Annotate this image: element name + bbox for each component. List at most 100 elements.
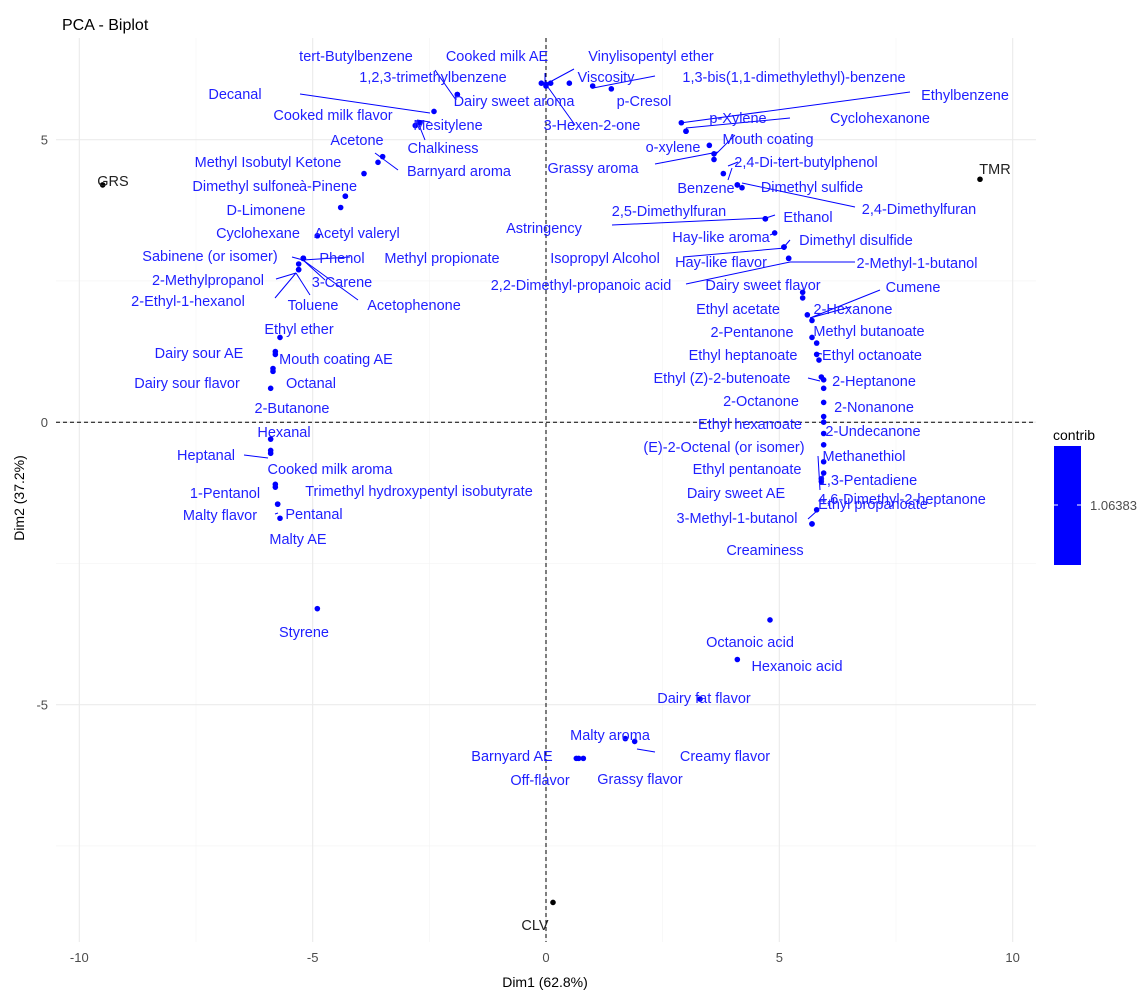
- leader-line-2-methylpropanol: [275, 272, 297, 280]
- variable-point-hexanal: [267, 436, 274, 442]
- leader-line-grassy-aroma: [654, 151, 719, 165]
- variable-label-ethyl-pentanoate: Ethyl pentanoate: [693, 462, 802, 478]
- variable-point-ethyl-pentanoate: [820, 458, 827, 465]
- variable-label-ethyl-hexanoate: Ethyl hexanoate: [698, 417, 802, 433]
- data-points: [99, 80, 983, 906]
- variable-label-octanoic-acid: Octanoic acid: [706, 635, 794, 651]
- variable-point-cooked-milk-ae: [538, 80, 545, 86]
- variable-label-trimethyl-hydroxypentyl-isobutyrate: Trimethyl hydroxypentyl isobutyrate: [305, 484, 533, 500]
- variable-point-ethyl-octanoate: [816, 357, 822, 363]
- variable-label-p-cresol: p-Cresol: [617, 94, 672, 110]
- variable-point-2-4-di-tert-butylphenol: [720, 170, 727, 177]
- variable-point-octanal: [270, 368, 276, 375]
- variable-label-dairy-sour-ae: Dairy sour AE: [155, 346, 244, 362]
- variable-label-dairy-sweet-aroma: Dairy sweet aroma: [454, 94, 576, 110]
- x-tick-label: 0: [542, 950, 549, 965]
- variable-label-3-carene: 3-Carene: [312, 275, 372, 291]
- leader-line-benzene: [727, 167, 733, 181]
- y-axis-title: Dim2 (37.2%): [11, 455, 27, 541]
- variable-label-ethylbenzene: Ethylbenzene: [921, 88, 1009, 104]
- x-tick-label: 5: [776, 950, 783, 965]
- leader-line-2-ethyl-1-hexanol: [274, 272, 297, 299]
- variable-label-hay-like-flavor: Hay-like flavor: [675, 255, 767, 271]
- leader-line-ethyl-propanoate: [817, 455, 821, 491]
- individual-label-grs: GRS: [97, 174, 128, 190]
- individual-label-tmr: TMR: [979, 162, 1010, 178]
- variable-label-dimethyl-sulfide: Dimethyl sulfide: [761, 180, 863, 196]
- variable-label-styrene: Styrene: [279, 625, 329, 641]
- leader-line-2-2-dimethyl-propanoic-acid: [685, 261, 791, 285]
- individual-point-tmr: [977, 176, 983, 183]
- variable-label-malty-flavor: Malty flavor: [183, 508, 257, 524]
- variable-label-2-4-di-tert-butylphenol: 2,4-Di-tert-butylphenol: [734, 155, 877, 171]
- variable-point-viscosity: [566, 80, 573, 86]
- variable-label-hexanal: Hexanal: [257, 425, 310, 441]
- leader-line-toluene: [295, 272, 311, 296]
- variable-label-1-2-3-trimethylbenzene: 1,2,3-trimethylbenzene: [359, 70, 507, 86]
- legend: contrib 1.06383: [1053, 427, 1137, 565]
- variable-label-ethyl-ether: Ethyl ether: [264, 322, 333, 338]
- variable-label-2-nonanone: 2-Nonanone: [834, 400, 914, 416]
- variable-point-cyclohexanone: [683, 128, 689, 135]
- variable-point-3-hexen-2-one: [543, 83, 549, 89]
- variable-point-octanoic-acid: [767, 617, 773, 623]
- zero-reference-lines: [56, 38, 1036, 942]
- axes: -10 -5 0 5 10 -5 0 5: [36, 133, 1019, 965]
- variable-point-ethyl-acetate: [799, 295, 806, 301]
- variable-label-ethyl-octanoate: Ethyl octanoate: [822, 348, 922, 364]
- variable-point-3-methyl-1-butanol: [813, 506, 820, 513]
- variable-point-hay-like-flavor: [781, 244, 787, 250]
- variable-point-acetone: [379, 153, 386, 160]
- variable-point-grassy-flavor: [580, 755, 587, 762]
- variable-point-ethylbenzene: [678, 119, 685, 126]
- leader-line-isopropyl-alcohol: [682, 247, 786, 258]
- variable-label-barnyard-ae: Barnyard AE: [471, 749, 553, 765]
- y-tick-label: 5: [41, 133, 48, 148]
- variable-point-2-octanone: [820, 385, 827, 392]
- variable-label-cumene: Cumene: [886, 280, 941, 296]
- variable-label-viscosity: Viscosity: [578, 70, 636, 86]
- variable-label-astringency: Astringency: [506, 221, 583, 237]
- variable-point-2-undecanone: [820, 419, 827, 426]
- variable-label-2-5-dimethylfuran: 2,5-Dimethylfuran: [612, 204, 726, 220]
- x-axis-title: Dim1 (62.8%): [502, 974, 588, 990]
- variable-point-acetophenone: [300, 255, 307, 262]
- variable-point-cooked-milk-aroma: [267, 450, 274, 457]
- leader-line-ethylbenzene: [679, 91, 911, 124]
- variable-point-acetyl-valeryl: [314, 232, 321, 239]
- variable-label-sabinene-or-isomer: Sabinene (or isomer): [142, 249, 277, 265]
- variable-point-p-cresol: [608, 86, 615, 92]
- variable-point-hay-like-aroma: [771, 230, 778, 236]
- variable-label-ethyl-heptanoate: Ethyl heptanoate: [689, 348, 798, 364]
- variable-point-mouth-coating: [706, 142, 713, 149]
- variable-label-barnyard-aroma: Barnyard aroma: [407, 164, 512, 180]
- leader-line-barnyard-aroma: [374, 152, 399, 171]
- variable-label-toluene: Toluene: [288, 298, 339, 314]
- variable-label-dairy-sour-flavor: Dairy sour flavor: [134, 376, 240, 392]
- variable-point-creaminess: [809, 521, 815, 527]
- variable-label-malty-aroma: Malty aroma: [570, 728, 651, 744]
- leader-line-cumene: [809, 289, 881, 319]
- variable-point-astringency: [762, 216, 769, 222]
- variable-label-3-hexen-2-one: 3-Hexen-2-one: [544, 118, 641, 134]
- variable-point-chalkiness: [412, 122, 419, 129]
- variable-label-d-limonene: D-Limonene: [227, 203, 306, 219]
- variable-point-trimethyl-hydroxypentyl-isobutyrate: [272, 481, 279, 488]
- variable-label-chalkiness: Chalkiness: [408, 141, 479, 157]
- variable-point-1-3-pentadiene: [820, 470, 827, 476]
- variable-point-1-3-bis-1-1-dimethylethyl-benzene: [589, 83, 596, 89]
- variable-label-2-undecanone: 2-Undecanone: [825, 424, 920, 440]
- variable-label-cooked-milk-aroma: Cooked milk aroma: [268, 462, 394, 478]
- variable-label-acetyl-valeryl: Acetyl valeryl: [314, 226, 399, 242]
- leader-line-2-4-dimethylfuran: [741, 182, 856, 208]
- variable-label-dairy-sweet-ae: Dairy sweet AE: [687, 486, 786, 502]
- variable-label-ethyl-z-2-butenoate: Ethyl (Z)-2-butenoate: [653, 371, 790, 387]
- variable-label-mouth-coating-ae: Mouth coating AE: [279, 352, 393, 368]
- variable-label-cyclohexane: Cyclohexane: [216, 226, 300, 242]
- variable-label-2-methylpropanol: 2-Methylpropanol: [152, 273, 264, 289]
- variable-point-ethyl-ether: [277, 334, 283, 341]
- leader-line-3-hexen-2-one: [544, 82, 576, 126]
- variable-label-phenol: Phenol: [319, 251, 364, 267]
- variable-label-dimethyl-disulfide: Dimethyl disulfide: [799, 233, 913, 249]
